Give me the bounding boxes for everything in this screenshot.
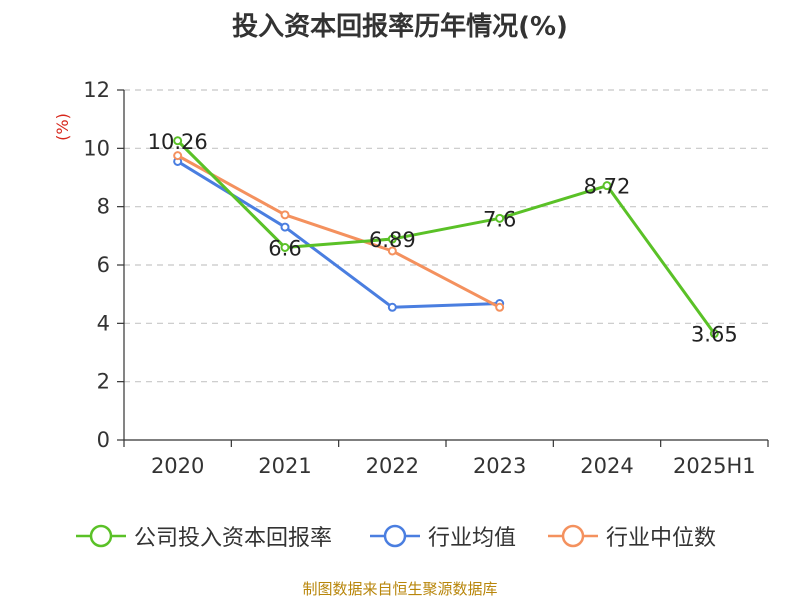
- y-tick-label: 2: [97, 370, 110, 394]
- data-point: [173, 151, 183, 161]
- data-label: 3.65: [691, 323, 738, 347]
- legend: 公司投入资本回报率 行业均值 行业中位数: [0, 519, 800, 553]
- x-tick-label: 2021: [258, 454, 311, 478]
- axes: 0 2 4 6 8 10 12 2020 2021 2022 2023 2024 2025H1: [83, 78, 769, 478]
- legend-label: 行业中位数: [606, 526, 717, 551]
- data-label: 6.6: [268, 237, 301, 261]
- data-point: [280, 222, 290, 232]
- legend-item-company[interactable]: 公司投入资本回报率: [76, 519, 332, 553]
- legend-line-icon: [548, 524, 598, 548]
- y-tick-label: 6: [97, 253, 110, 277]
- data-labels: 10.26 6.6 6.89 7.6 8.72 3.65: [148, 130, 738, 347]
- data-point: [280, 243, 290, 252]
- data-point: [387, 234, 397, 244]
- x-tick-label: 2023: [473, 454, 526, 478]
- data-point: [387, 246, 397, 256]
- data-source-note: 制图数据来自恒生聚源数据库: [302, 580, 498, 598]
- data-label: 10.26: [148, 130, 208, 154]
- y-axis-unit-label: (%): [53, 113, 72, 141]
- series: [173, 136, 719, 339]
- y-tick-label: 4: [97, 311, 110, 335]
- y-tick-label: 8: [97, 195, 110, 219]
- data-point: [709, 329, 719, 339]
- y-tick-label: 10: [83, 136, 110, 160]
- data-label: 8.72: [584, 175, 631, 199]
- x-tick-label: 2020: [151, 454, 204, 478]
- legend-line-icon: [76, 524, 126, 548]
- data-point: [280, 210, 290, 220]
- x-tick-label: 2022: [366, 454, 419, 478]
- legend-label: 行业均值: [428, 526, 517, 551]
- legend-item-industry-median[interactable]: 行业中位数: [548, 519, 716, 553]
- data-label: 7.6: [483, 207, 516, 231]
- x-tick-label: 2025H1: [673, 454, 756, 478]
- data-point: [495, 213, 505, 223]
- legend-label: 公司投入资本回报率: [134, 526, 333, 551]
- data-label: 6.89: [369, 228, 416, 252]
- legend-line-icon: [370, 524, 420, 548]
- series-2: [173, 151, 505, 312]
- data-point: [495, 302, 505, 312]
- x-tick-label: 2024: [580, 454, 633, 478]
- data-point: [602, 181, 612, 191]
- chart-title: 投入资本回报率历年情况(%): [232, 12, 568, 42]
- y-tick-label: 12: [83, 78, 110, 102]
- data-point: [387, 302, 397, 312]
- series-line: [176, 139, 716, 335]
- series-0: [173, 136, 719, 339]
- grid: [124, 89, 768, 383]
- series-line: [176, 154, 501, 309]
- data-point: [173, 136, 183, 146]
- legend-item-industry-avg[interactable]: 行业均值: [370, 519, 516, 553]
- y-tick-label: 0: [97, 428, 110, 452]
